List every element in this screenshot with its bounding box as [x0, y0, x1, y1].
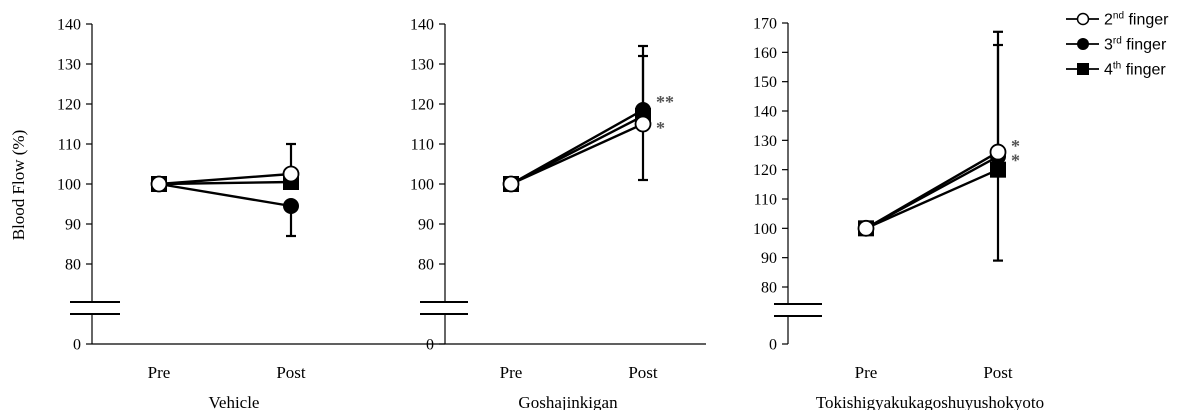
- data-point-3rd-finger: [283, 198, 299, 214]
- series-line-2nd-finger: [158, 172, 292, 186]
- series-line-4th-finger: [510, 114, 644, 186]
- y-tick-label: 100: [410, 177, 434, 194]
- series-line-3rd-finger: [158, 182, 292, 208]
- x-tick-label-post: Post: [983, 363, 1013, 382]
- significance-marker: *: [656, 118, 665, 138]
- y-tick-label: 110: [58, 137, 81, 154]
- data-point-2nd-finger: [857, 219, 875, 237]
- legend-label: 4th finger: [1104, 61, 1166, 79]
- y-tick-label: 120: [57, 97, 81, 114]
- panel-title: Goshajinkigan: [518, 393, 618, 410]
- y-tick-label: 130: [753, 133, 777, 150]
- significance-marker: *: [1011, 136, 1020, 156]
- y-tick-label: 0: [769, 337, 777, 354]
- y-tick-label: 0: [426, 337, 434, 354]
- panel-title: Vehicle: [209, 393, 260, 410]
- panel-goshajinkigan: 0 80 90 100 110 120 130 140 Pre Post Goshajinkigan…: [410, 17, 706, 410]
- legend-label: 3rd finger: [1104, 36, 1167, 54]
- x-tick-label-pre: Pre: [500, 363, 523, 382]
- data-point-4th-finger: [990, 161, 1006, 178]
- y-tick-label: 130: [57, 57, 81, 74]
- y-tick-label: 170: [753, 16, 777, 33]
- panel-vehicle: 0 80 90 100 110 120 130 140 Pre Post Vehicle: [57, 17, 445, 410]
- y-tick-label: 120: [753, 162, 777, 179]
- y-tick-label: 80: [418, 257, 434, 274]
- y-tick-label: 100: [57, 177, 81, 194]
- legend-marker-filled-circle: [1077, 38, 1089, 50]
- y-tick-label: 90: [761, 250, 777, 267]
- y-tick-label: 110: [411, 137, 434, 154]
- y-tick-label: 90: [65, 217, 81, 234]
- y-tick-label: 80: [761, 280, 777, 297]
- x-tick-label-post: Post: [276, 363, 306, 382]
- series-line-4th-finger: [865, 168, 999, 230]
- x-tick-label-post: Post: [628, 363, 658, 382]
- x-tick-label-pre: Pre: [855, 363, 878, 382]
- y-tick-label: 0: [73, 337, 81, 354]
- y-tick-label: 140: [57, 17, 81, 34]
- y-axis-label: Blood Flow (%): [9, 130, 28, 241]
- y-tick-label: 90: [418, 217, 434, 234]
- data-point-2nd-finger: [150, 175, 168, 193]
- series-line-4th-finger: [158, 180, 292, 186]
- y-tick-label: 120: [410, 97, 434, 114]
- panel-title: Tokishigyakukagoshuyushokyoto: [816, 393, 1044, 410]
- y-tick-label: 130: [410, 57, 434, 74]
- legend-marker-open-circle: [1076, 12, 1090, 26]
- panel-tokishigyakukagoshuyushokyoto: 0 80 90 100 110 120 130 140 150 160 170 Pre Post Toki…: [753, 16, 1044, 410]
- y-tick-label: 140: [410, 17, 434, 34]
- y-tick-label: 80: [65, 257, 81, 274]
- data-point-2nd-finger: [989, 143, 1007, 161]
- data-point-2nd-finger: [502, 175, 520, 193]
- y-tick-label: 100: [753, 221, 777, 238]
- data-point-2nd-finger: [634, 115, 652, 133]
- data-point-3rd-finger: [635, 102, 651, 118]
- y-tick-label: 110: [754, 192, 777, 209]
- y-tick-label: 160: [753, 45, 777, 62]
- chart-panels: 0 80 90 100 110 120 130 140 Pre Post Vehicle 0 80 90 1…: [57, 16, 1044, 410]
- data-point-2nd-finger: [282, 165, 300, 183]
- legend-label: 2nd finger: [1104, 11, 1169, 29]
- significance-marker: *: [1011, 150, 1020, 170]
- significance-marker: **: [656, 92, 674, 112]
- legend-marker-filled-square: [1077, 63, 1089, 75]
- x-tick-label-pre: Pre: [148, 363, 171, 382]
- series-line-3rd-finger: [865, 155, 999, 230]
- y-tick-label: 140: [753, 104, 777, 121]
- legend: 2nd finger 3rd finger 4th finger: [1066, 11, 1169, 79]
- y-tick-label: 150: [753, 74, 777, 91]
